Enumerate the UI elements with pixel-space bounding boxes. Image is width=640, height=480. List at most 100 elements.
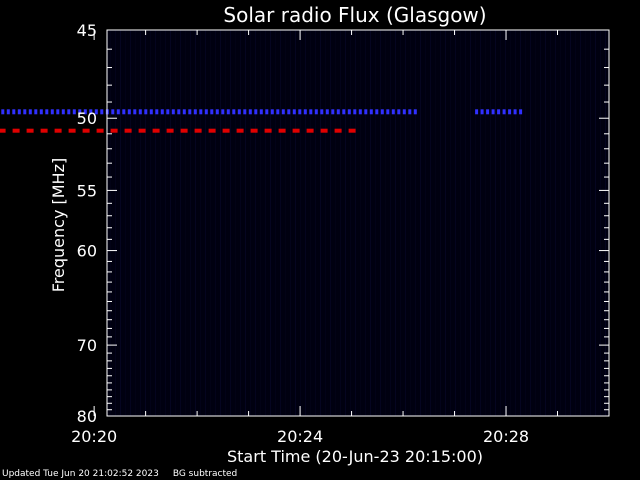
- texture-column: [335, 30, 336, 416]
- band-dash: [364, 109, 368, 115]
- texture-column: [275, 30, 276, 416]
- band-dash: [248, 109, 252, 115]
- texture-column: [480, 30, 481, 416]
- chart-features: [0, 109, 523, 133]
- band-dash: [56, 109, 60, 115]
- band-dash: [94, 109, 98, 115]
- band-dash: [265, 109, 269, 115]
- band-dash: [138, 109, 142, 115]
- x-tick-label: 20:28: [483, 427, 529, 446]
- texture-column: [490, 30, 491, 416]
- texture-column: [270, 30, 271, 416]
- band-dash: [171, 109, 175, 115]
- texture-column: [175, 30, 176, 416]
- band-dash: [23, 109, 27, 115]
- bg-note: BG subtracted: [172, 469, 238, 479]
- band-dash: [342, 109, 346, 115]
- texture-column: [395, 30, 396, 416]
- band-dash: [177, 109, 181, 115]
- burst-dash: [194, 128, 202, 133]
- texture-column: [315, 30, 316, 416]
- texture-column: [130, 30, 131, 416]
- band-dash: [100, 109, 104, 115]
- band-dash: [188, 109, 192, 115]
- texture-column: [580, 30, 581, 416]
- y-axis: 45 50 55 60 70 80: [77, 21, 609, 426]
- band-dash: [375, 109, 379, 115]
- texture-column: [385, 30, 386, 416]
- band-dash: [204, 109, 208, 115]
- texture-column: [250, 30, 251, 416]
- texture-column: [295, 30, 296, 416]
- texture-column: [150, 30, 151, 416]
- burst-dash: [334, 128, 342, 133]
- texture-column: [605, 30, 606, 416]
- y-tick-label: 45: [77, 21, 97, 40]
- texture-column: [165, 30, 166, 416]
- texture-column: [545, 30, 546, 416]
- texture-column: [205, 30, 206, 416]
- y-tick-label: 60: [77, 242, 97, 261]
- texture-column: [360, 30, 361, 416]
- band-dash: [12, 109, 16, 115]
- band-dash: [182, 109, 186, 115]
- band-dash: [122, 109, 126, 115]
- texture-column: [330, 30, 331, 416]
- texture-column: [240, 30, 241, 416]
- band-dash: [402, 109, 406, 115]
- texture-column: [570, 30, 571, 416]
- texture-column: [495, 30, 496, 416]
- band-dash: [475, 109, 479, 115]
- texture-column: [415, 30, 416, 416]
- texture-column: [475, 30, 476, 416]
- texture-column: [500, 30, 501, 416]
- texture-column: [120, 30, 121, 416]
- texture-column: [325, 30, 326, 416]
- texture-column: [505, 30, 506, 416]
- texture-column: [350, 30, 351, 416]
- burst-dash: [110, 128, 118, 133]
- texture-column: [125, 30, 126, 416]
- band-dash: [28, 109, 32, 115]
- burst-dash: [54, 128, 62, 133]
- band-dash: [160, 109, 164, 115]
- texture-column: [340, 30, 341, 416]
- band-dash: [298, 109, 302, 115]
- band-dash: [45, 109, 49, 115]
- burst-dash: [12, 128, 20, 133]
- texture-column: [190, 30, 191, 416]
- y-axis-label: Frequency [MHz]: [49, 158, 68, 292]
- band-dash: [149, 109, 153, 115]
- texture-column: [520, 30, 521, 416]
- band-dash: [83, 109, 87, 115]
- texture-column: [115, 30, 116, 416]
- burst-dash: [320, 128, 328, 133]
- texture-column: [300, 30, 301, 416]
- band-dash: [6, 109, 10, 115]
- texture-column: [400, 30, 401, 416]
- burst-dash: [40, 128, 48, 133]
- texture-column: [375, 30, 376, 416]
- band-dash: [519, 109, 523, 115]
- band-dash: [303, 109, 307, 115]
- band-dash: [78, 109, 82, 115]
- texture-column: [225, 30, 226, 416]
- texture-column: [215, 30, 216, 416]
- band-dash: [144, 109, 148, 115]
- texture-column: [525, 30, 526, 416]
- band-dash: [127, 109, 131, 115]
- band-dash: [133, 109, 137, 115]
- texture-column: [425, 30, 426, 416]
- band-dash: [193, 109, 197, 115]
- burst-dash: [208, 128, 216, 133]
- band-dash: [513, 109, 517, 115]
- burst-dash: [96, 128, 104, 133]
- texture-column: [265, 30, 266, 416]
- texture-column: [560, 30, 561, 416]
- band-dash: [116, 109, 120, 115]
- burst-dash: [236, 128, 244, 133]
- texture-column: [260, 30, 261, 416]
- band-dash: [39, 109, 43, 115]
- texture-column: [230, 30, 231, 416]
